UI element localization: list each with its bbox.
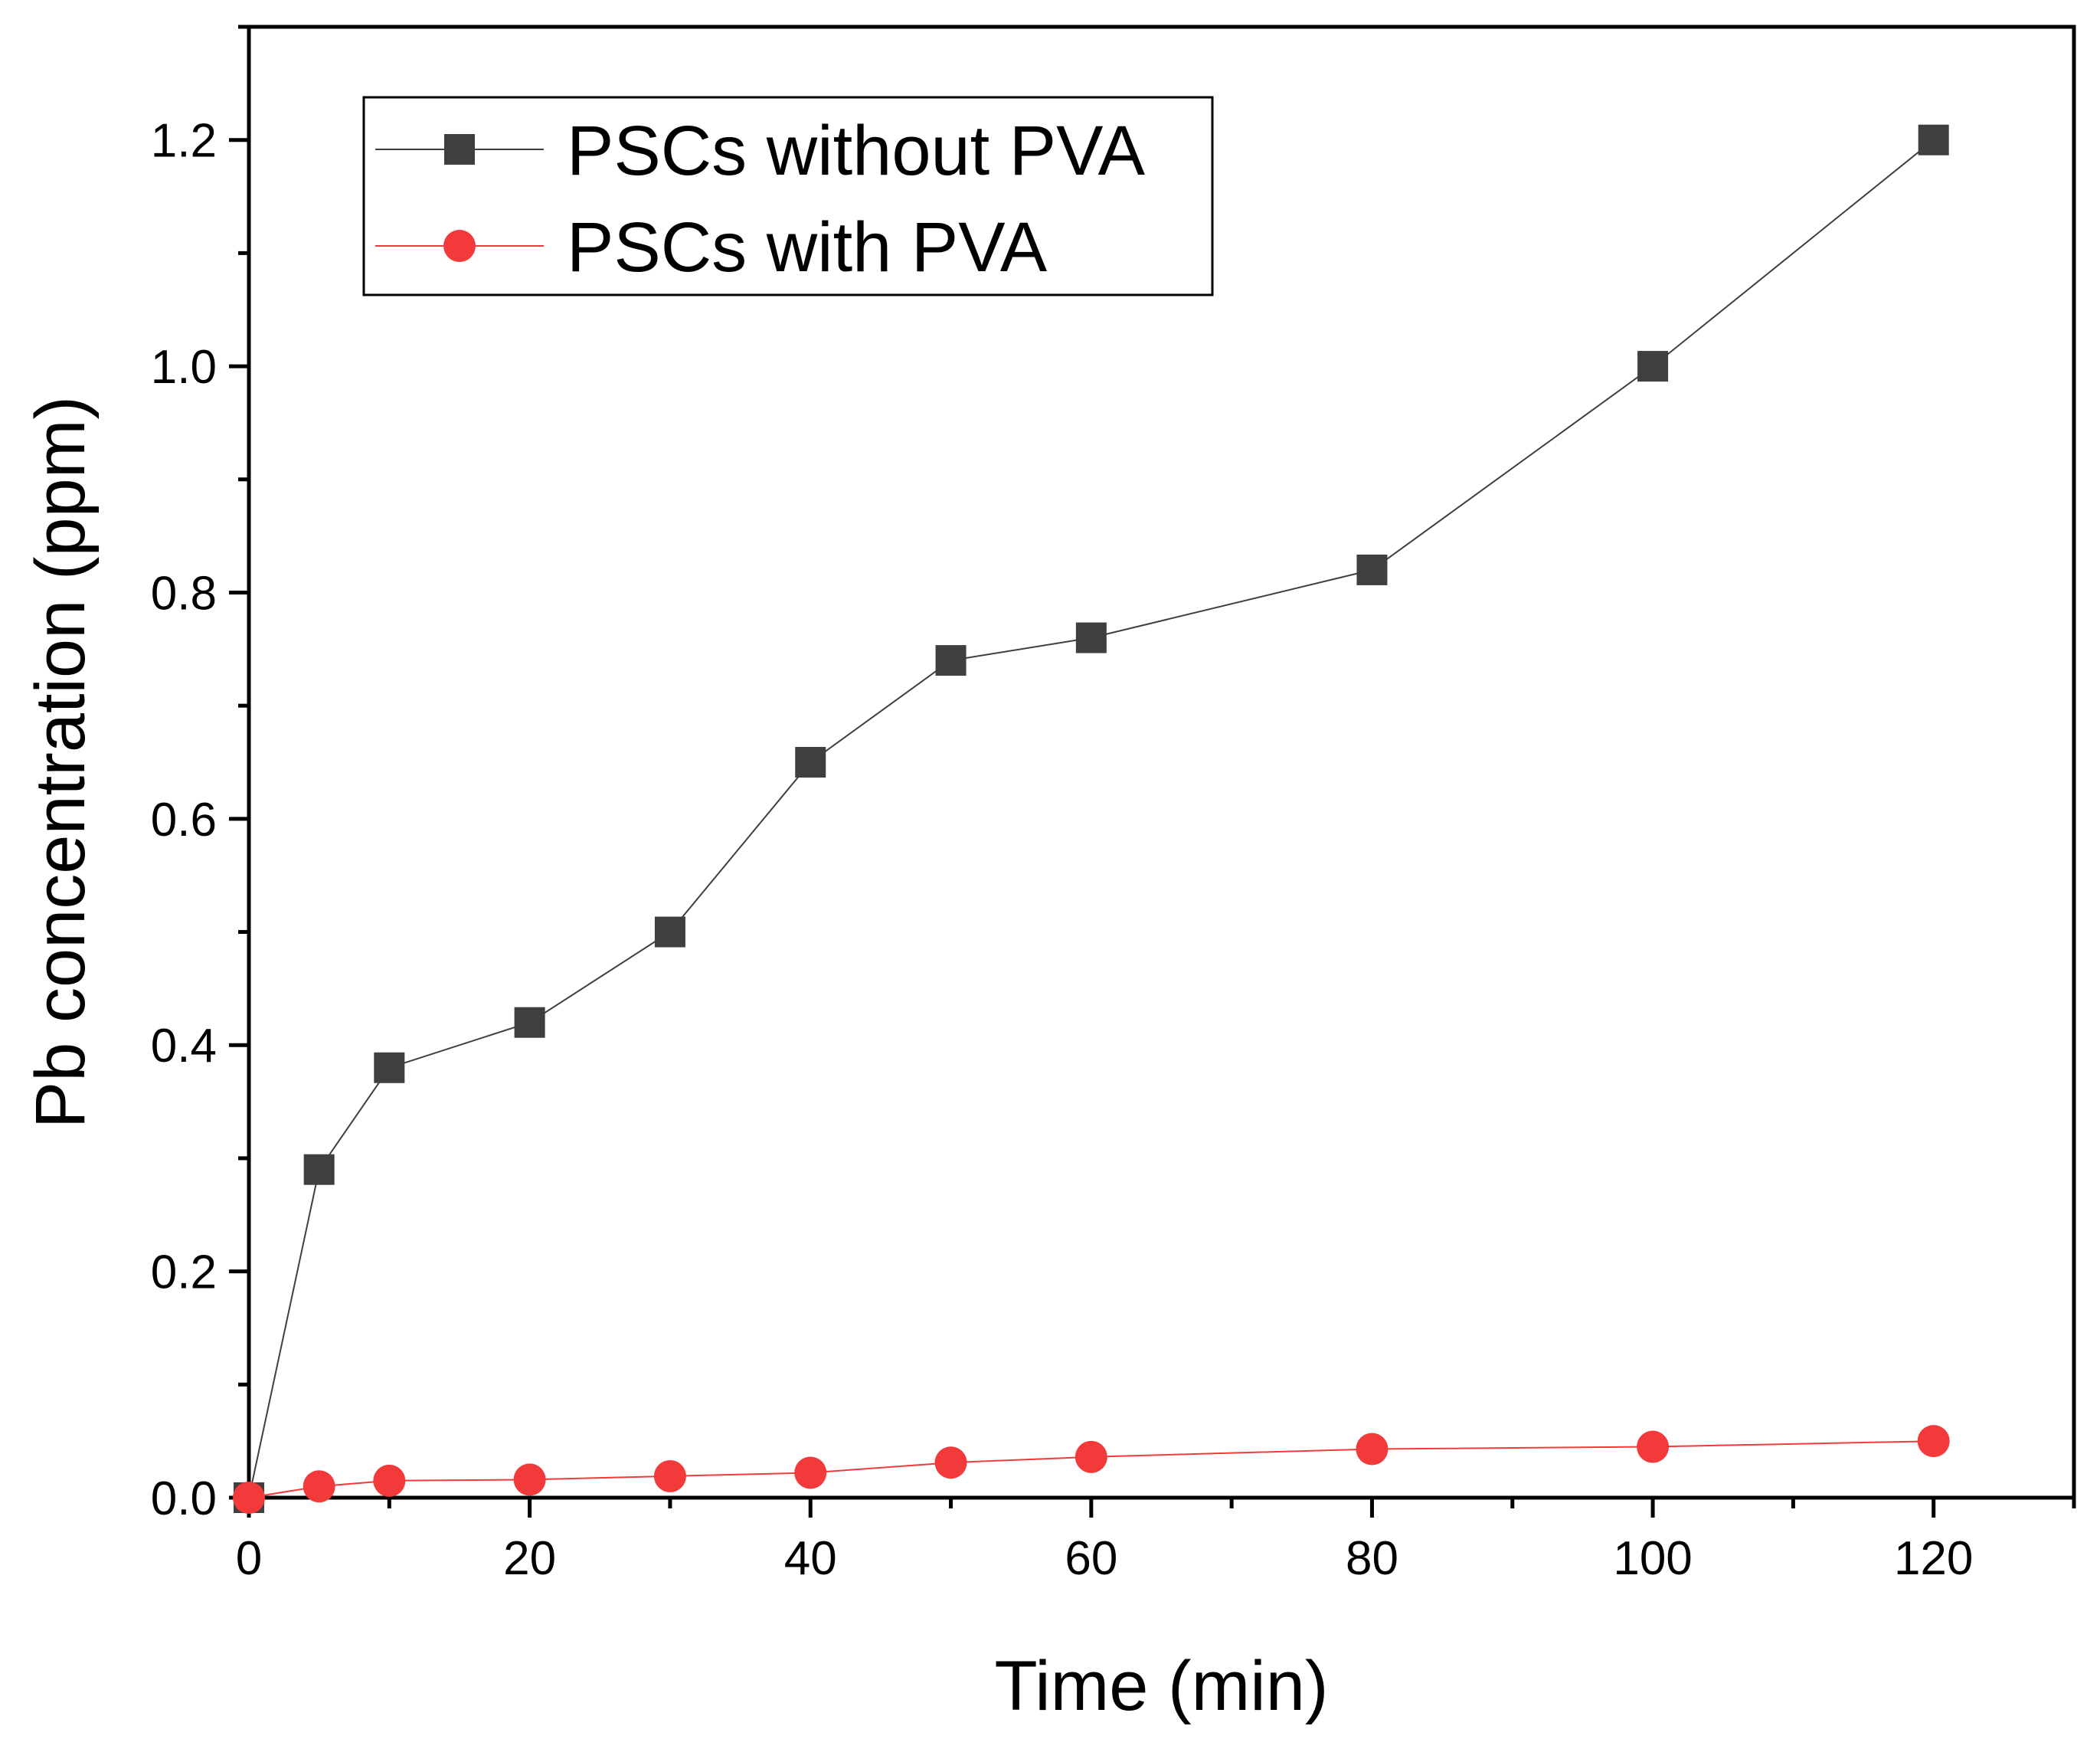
data-point <box>1075 622 1107 653</box>
y-axis-title: Pb concentration (ppm) <box>21 396 100 1128</box>
y-tick-label: 0.6 <box>151 794 217 847</box>
axes: 0 20 40 60 80 100 120 0.0 0.2 0.4 0.6 0.8 1.0 1.2 <box>151 25 2076 1585</box>
y-tick-label: 1.2 <box>151 115 217 168</box>
data-point <box>1637 1430 1670 1463</box>
data-point <box>795 747 826 778</box>
legend: PSCs without PVA PSCs with PVA <box>362 96 1214 296</box>
x-axis-title: Time (min) <box>994 1647 1328 1725</box>
legend-marker <box>443 230 476 262</box>
data-point <box>1637 351 1669 382</box>
data-point <box>794 1456 827 1489</box>
data-point <box>1356 1433 1389 1466</box>
x-tick-label: 100 <box>1613 1532 1692 1585</box>
data-point <box>653 1459 686 1492</box>
x-tick-label: 40 <box>784 1532 837 1585</box>
series-layer <box>233 124 1950 1514</box>
legend-item: PSCs with PVA <box>375 208 1048 287</box>
x-tick-label: 0 <box>236 1532 262 1585</box>
legend-item: PSCs without PVA <box>375 112 1146 190</box>
y-tick-label: 0.4 <box>151 1020 217 1073</box>
data-point <box>513 1463 546 1496</box>
x-tick-label: 120 <box>1894 1532 1973 1585</box>
data-point <box>654 916 685 948</box>
data-point <box>514 1007 545 1038</box>
series-2 <box>233 1425 1950 1514</box>
plot-frame <box>247 25 2076 1500</box>
data-point <box>1075 1440 1107 1473</box>
data-point <box>1356 554 1388 585</box>
data-point <box>374 1052 405 1083</box>
data-point <box>373 1464 406 1497</box>
data-point <box>303 1470 335 1503</box>
y-tick-label: 0.0 <box>151 1472 217 1525</box>
x-tick-label: 60 <box>1065 1532 1117 1585</box>
y-tick-label: 0.8 <box>151 567 217 620</box>
legend-marker <box>444 134 475 165</box>
y-tick-label: 0.2 <box>151 1246 217 1299</box>
data-point <box>1917 1425 1950 1458</box>
data-point <box>1918 124 1949 156</box>
y-tick-label: 1.0 <box>151 341 217 394</box>
legend-box <box>362 96 1214 296</box>
data-point <box>934 1446 967 1479</box>
data-point <box>303 1154 335 1185</box>
legend-label: PSCs with PVA <box>567 208 1048 287</box>
x-tick-label: 20 <box>503 1532 556 1585</box>
legend-label: PSCs without PVA <box>567 112 1146 190</box>
data-point <box>935 645 967 676</box>
data-point <box>233 1482 265 1514</box>
x-tick-label: 80 <box>1346 1532 1398 1585</box>
